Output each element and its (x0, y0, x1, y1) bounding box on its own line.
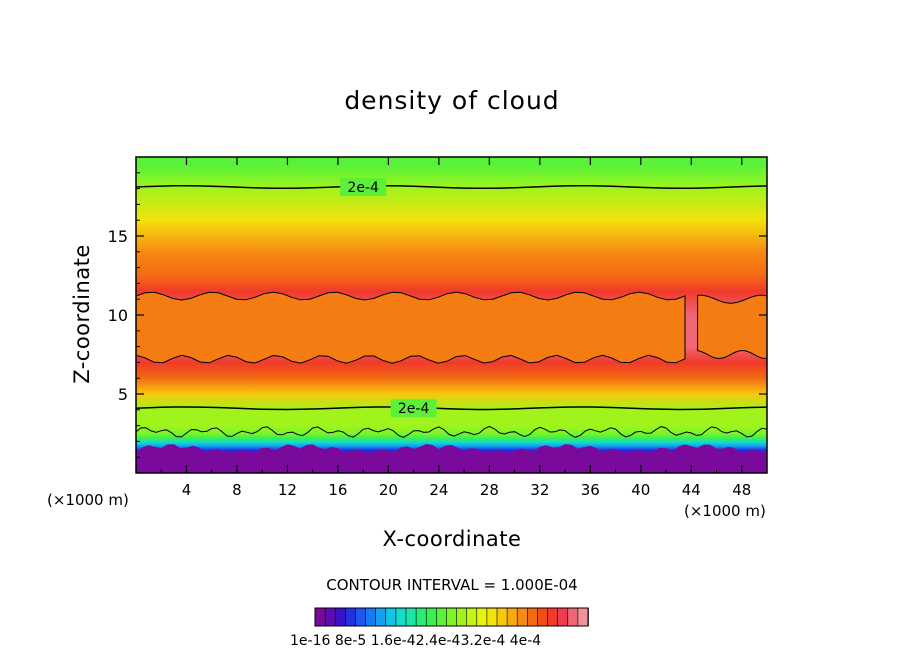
y-axis-unit: (×1000 m) (47, 491, 129, 509)
colorbar-swatch (577, 607, 589, 627)
x-tick-label: 4 (182, 481, 192, 499)
field-features (136, 292, 767, 473)
x-tick-label: 48 (732, 481, 751, 499)
surface-band (136, 444, 767, 473)
y-tick-label: 10 (108, 306, 128, 325)
x-tick-label: 8 (232, 481, 242, 499)
colorbar-swatch (395, 607, 407, 627)
colorbar-swatch (355, 607, 367, 627)
core-lobe-main-contour (136, 291, 686, 364)
colorbar-swatch (385, 607, 397, 627)
contour-label-mid: 2e-4 (398, 401, 430, 417)
x-tick-label: 24 (429, 481, 448, 499)
colorbar-swatch (527, 607, 539, 627)
contour-line-lower (136, 425, 767, 438)
colorbar-swatch (365, 607, 377, 627)
colorbar-swatch (537, 607, 549, 627)
colorbar-swatch (466, 607, 478, 627)
colorbar-frame (314, 607, 589, 627)
x-tick-label: 28 (480, 481, 499, 499)
x-tick-label: 20 (379, 481, 398, 499)
colorbar-swatch (496, 607, 508, 627)
x-tick-label: 16 (328, 481, 347, 499)
colorbar-swatch (476, 607, 488, 627)
colorbar-swatch (456, 607, 468, 627)
colorbar-swatch (345, 607, 357, 627)
colorbar-swatch (314, 607, 326, 627)
colorbar-swatch (446, 607, 458, 627)
colorbar-swatch (516, 607, 529, 627)
x-axis-unit: (×1000 m) (684, 502, 766, 520)
colorbar (314, 607, 589, 627)
colorbar-swatch (324, 607, 337, 627)
core-lobe-east-contour (697, 294, 767, 359)
x-tick-label: 36 (581, 481, 600, 499)
contour-line-mid (136, 406, 767, 411)
contour-line-upper (136, 185, 767, 190)
x-axis-label: X-coordinate (382, 527, 522, 551)
colorbar-swatch (334, 607, 347, 627)
core-lobe-east (697, 295, 767, 359)
x-tick-label: 32 (530, 481, 549, 499)
x-tick-label: 40 (631, 481, 650, 499)
colorbar-swatch (405, 607, 417, 627)
contour-label-upper: 2e-4 (347, 180, 379, 196)
y-tick-label: 15 (108, 227, 128, 246)
colorbar-labels: 1e-16 8e-5 1.6e-42.4e-43.2e-4 4e-4 (290, 633, 542, 649)
contour-label-mid-bg (390, 399, 437, 418)
colorbar-swatch (557, 607, 569, 627)
core-lobe-main (136, 292, 685, 364)
colorbar-swatch (425, 607, 438, 627)
colorbar-swatch (375, 607, 387, 627)
contour-interval: CONTOUR INTERVAL = 1.000E-04 (326, 576, 578, 594)
colorbar-swatch (567, 607, 579, 627)
contour-labels: 2e-4 2e-4 (340, 178, 437, 418)
contour-lines (136, 185, 767, 438)
x-tick-label: 44 (682, 481, 701, 499)
colorbar-swatch (506, 607, 519, 627)
colorbar-swatch (486, 607, 498, 627)
colorbar-swatch (436, 607, 448, 627)
colorbar-swatch (547, 607, 559, 627)
x-tick-label: 12 (278, 481, 297, 499)
colorbar-swatch (415, 607, 428, 627)
x-axis-ticks: 4 8 12 16 20 24 28 32 36 40 44 48 (160, 157, 751, 499)
y-tick-label: 5 (118, 385, 128, 404)
contour-label-upper-bg (340, 178, 387, 197)
y-axis-ticks: 5 10 15 (108, 172, 767, 458)
chart-title: density of cloud (344, 86, 560, 115)
